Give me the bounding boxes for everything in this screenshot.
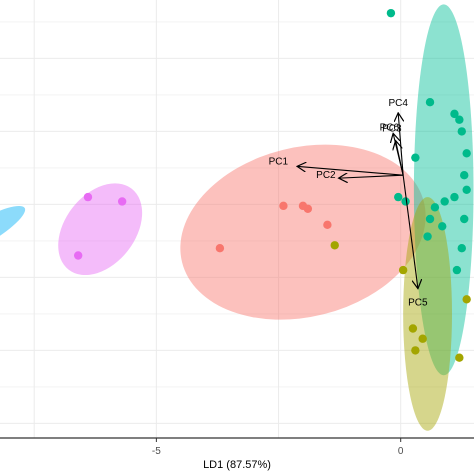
loading-label: PC5 [408, 298, 428, 309]
loading-label: PC3 [382, 124, 402, 135]
confidence-ellipse [0, 205, 26, 262]
data-point [462, 149, 471, 158]
loading-label: PC6 [380, 122, 400, 133]
data-point [462, 185, 471, 194]
data-point [83, 192, 93, 202]
data-point [455, 353, 464, 362]
data-point [450, 192, 459, 202]
x-axis-title: LD1 (87.57%) [203, 459, 271, 471]
confidence-ellipse [403, 197, 453, 431]
loading-vectors: PC1 PC2 PC3 PC4 PC5 PC6 [269, 98, 428, 309]
grid-lines [0, 0, 474, 438]
x-axis-ticks: -5 0 [152, 438, 404, 457]
data-point [425, 98, 435, 107]
data-point [452, 265, 462, 275]
data-point [457, 127, 466, 136]
data-point [450, 109, 459, 119]
data-point [462, 295, 471, 304]
data-point [460, 214, 469, 224]
data-point [411, 153, 420, 162]
loading-label: PC4 [389, 98, 409, 109]
data-point [117, 197, 127, 206]
data-point [423, 232, 432, 241]
data-point [73, 251, 83, 260]
confidence-ellipse [413, 4, 474, 376]
data-point [438, 222, 447, 231]
x-tick-label: -5 [152, 446, 161, 457]
data-point [279, 201, 288, 211]
data-point [401, 197, 410, 206]
data-point [408, 324, 418, 333]
data-point [460, 171, 469, 180]
loading-arrow [398, 114, 403, 176]
data-point [398, 265, 408, 275]
data-point [440, 197, 449, 206]
loading-label: PC1 [269, 156, 289, 167]
data-point [411, 346, 420, 355]
loading-arrow [298, 166, 404, 176]
data-point [425, 214, 435, 224]
data-point [455, 115, 464, 124]
data-point [394, 192, 403, 202]
data-point [386, 8, 396, 18]
data-point [457, 244, 466, 253]
data-point [418, 334, 427, 343]
loading-arrow [402, 175, 418, 287]
loading-arrow [340, 175, 404, 178]
data-point [303, 204, 313, 213]
confidence-ellipse [180, 144, 426, 320]
data-point [430, 203, 440, 212]
loading-arrow [393, 134, 404, 176]
plot-panel [0, 0, 474, 438]
loading-label: PC2 [316, 170, 336, 181]
data-points [73, 8, 471, 362]
x-tick-label: 0 [398, 446, 404, 457]
data-point [323, 220, 332, 230]
data-point [330, 241, 339, 250]
data-point [215, 244, 225, 253]
